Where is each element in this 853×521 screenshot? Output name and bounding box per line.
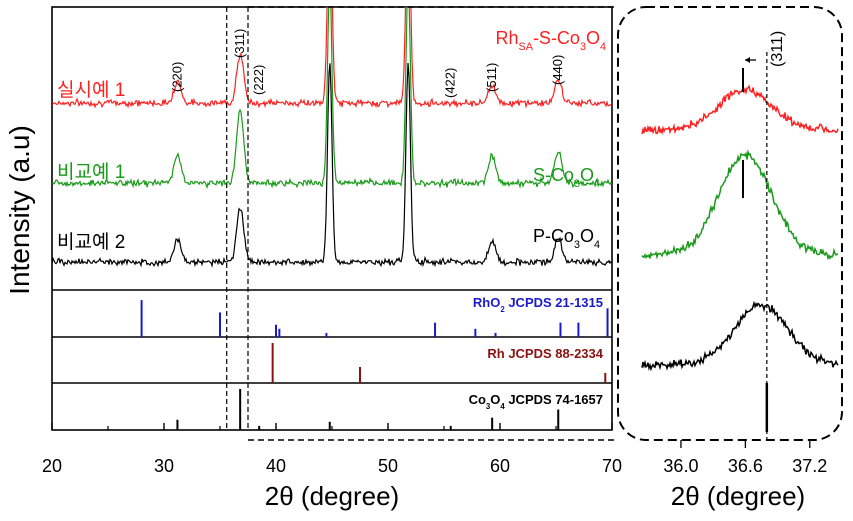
pattern-traces (52, 7, 612, 268)
pattern-line-0 (52, 7, 612, 109)
inset-xtick-label-1: 36.6 (728, 456, 763, 476)
xtick-label-3: 50 (378, 456, 398, 476)
inset-x-axis-label: 2θ (degree) (671, 481, 805, 511)
main-xrd-panel: (220) (311) (222) (422) (511) (440) RhSA-S-Co3… (4, 6, 622, 511)
peak-label-0: (220) (169, 62, 184, 92)
ref-label-2: Co3O4 JCPDS 74-1657 (469, 392, 603, 411)
side-label-0: 실시예 1 (57, 79, 125, 101)
ref-label-0: RhO2 JCPDS 21-1315 (473, 295, 603, 314)
xtick-label-5: 70 (602, 456, 622, 476)
inset-shift-arrowhead (745, 57, 750, 63)
inset-peak-label: (311) (769, 31, 786, 67)
pattern-line-1 (52, 7, 612, 190)
xtick-label-1: 30 (154, 456, 174, 476)
pattern-line-2 (52, 62, 612, 268)
inset-line-0 (641, 84, 839, 136)
xtick-label-2: 40 (266, 456, 286, 476)
x-axis-label: 2θ (degree) (265, 481, 399, 511)
peak-label-5: (440) (550, 55, 565, 85)
inset-xtick-label-0: 36.0 (663, 456, 698, 476)
side-label-1: 비교예 1 (57, 161, 125, 183)
inset-dashed-frame (617, 6, 843, 441)
series-name-0: RhSA-S-Co3O4 (496, 28, 606, 53)
xtick-label-4: 60 (490, 456, 510, 476)
inset-xtick-label-2: 37.2 (792, 456, 827, 476)
inset-311-panel: (311) 36.0 36.6 37.2 2θ (degree) (248, 6, 843, 511)
peak-label-2: (222) (251, 65, 266, 95)
inset-line-1 (641, 149, 839, 261)
peak-label-1: (311) (232, 29, 247, 58)
inset-line-2 (641, 300, 839, 372)
side-label-2: 비교예 2 (57, 231, 125, 253)
y-axis-label: Intensity (a.u) (4, 125, 35, 295)
peak-label-3: (422) (443, 68, 458, 98)
xtick-label-0: 20 (42, 456, 62, 476)
peak-label-4: (511) (484, 63, 499, 92)
series-name-1: S-Co3O4 (533, 165, 600, 190)
series-name-2: P-Co3O4 (533, 226, 600, 251)
ref-label-1: Rh JCPDS 88-2334 (487, 346, 603, 361)
